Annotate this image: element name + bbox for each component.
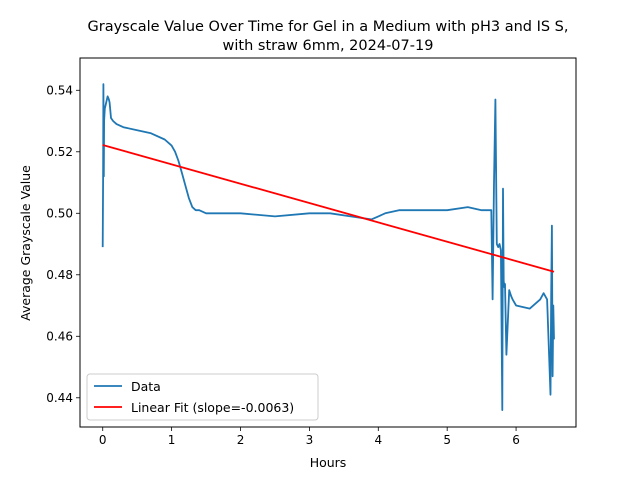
y-axis: 0.44 0.46 0.48 0.50 0.52 0.54	[46, 83, 80, 405]
legend-box	[86, 373, 319, 421]
y-tick-label: 0.54	[46, 83, 73, 97]
y-tick-label: 0.50	[46, 206, 73, 220]
y-tick-label: 0.46	[46, 329, 73, 343]
y-axis-label: Average Grayscale Value	[18, 165, 33, 321]
series-line-linear-fit-slope-0-0063	[102, 144, 555, 273]
x-tick-label: 2	[237, 433, 245, 447]
y-tick-label: 0.44	[46, 391, 73, 405]
legend: Data Linear Fit (slope=-0.0063)	[86, 373, 319, 421]
legend-label-linear-fit: Linear Fit (slope=-0.0063)	[131, 400, 294, 415]
series-layer	[101, 83, 555, 412]
y-tick-label: 0.52	[46, 145, 73, 159]
legend-label-data: Data	[131, 379, 161, 394]
x-axis-label: Hours	[310, 455, 347, 470]
plot-frame	[79, 57, 577, 428]
chart-title-line2: with straw 6mm, 2024-07-19	[223, 38, 434, 54]
x-tick-label: 6	[512, 433, 520, 447]
x-axis: 0 1 2 3 4 5 6	[99, 427, 520, 447]
x-tick-label: 1	[168, 433, 176, 447]
x-tick-label: 0	[99, 433, 107, 447]
x-tick-label: 4	[374, 433, 382, 447]
chart-title-line1: Grayscale Value Over Time for Gel in a M…	[88, 19, 569, 35]
series-line-data	[101, 83, 555, 412]
y-tick-label: 0.48	[46, 268, 73, 282]
x-tick-label: 5	[443, 433, 451, 447]
x-tick-label: 3	[306, 433, 314, 447]
